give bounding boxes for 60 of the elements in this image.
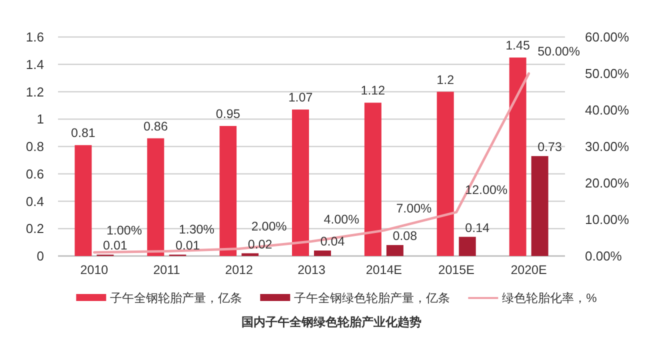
bar [74,145,92,256]
data-label: 1.30% [178,222,214,236]
data-label: 0.95 [216,106,240,121]
data-label: 0.04 [320,234,345,249]
y2-tick-label: 0.00% [585,248,622,264]
data-label: 4.00% [324,212,360,226]
x-tick-label: 2012 [225,263,254,277]
data-label: 7.00% [396,201,432,216]
bar [436,92,454,256]
y-tick-label: 0.2 [26,221,44,236]
y2-tick-label: 40.00% [585,102,630,118]
bar [364,102,382,256]
legend-label: 子午全钢绿色轮胎产量，亿条 [294,291,450,305]
data-label: 0.02 [248,237,272,252]
data-label: 0.01 [175,238,200,253]
y2-tick-label: 20.00% [585,176,630,190]
y-tick-label: 1.4 [26,56,44,72]
y-tick-label: 0.6 [26,166,44,182]
data-label: 2.00% [251,220,287,234]
bar [147,138,164,256]
bar [314,250,331,256]
data-label: 12.00% [465,183,508,198]
data-label: 1.07 [288,90,313,105]
text: 国内子午全钢绿色轮胎产业化趋势 [242,315,422,329]
legend-label: 子午全钢轮胎产量，亿条 [110,291,242,305]
data-label: 50.00% [538,44,580,58]
y2-tick-label: 50.00% [585,66,630,81]
data-label: 0.01 [103,238,128,253]
y-tick-label: 1.6 [26,30,44,44]
y-tick-label: 0.4 [26,194,44,209]
data-label: 0.14 [465,220,490,235]
data-label: 1.2 [436,72,454,87]
data-label: 1.45 [506,38,530,53]
y-tick-label: 0 [36,248,44,264]
x-tick-label: 2015E [438,263,474,277]
x-tick-label: 2020E [510,263,547,277]
y-tick-label: 1.2 [26,84,44,100]
y2-tick-label: 10.00% [585,212,630,227]
bar [220,126,237,256]
data-label: 0.73 [538,140,562,154]
data-label: 1.12 [360,84,386,98]
y2-tick-label: 60.00% [585,30,630,44]
x-tick-label: 2014E [366,263,402,277]
bar [292,110,309,256]
data-label: 0.81 [71,126,96,140]
x-tick-label: 2010 [80,263,108,277]
bar [531,156,548,256]
bar [386,245,404,256]
x-tick-label: 2013 [298,263,326,277]
y2-tick-label: 30.00% [585,139,630,154]
bar [458,236,476,256]
data-label: 0.86 [143,119,168,134]
data-label: 1.00% [106,223,142,238]
legend-label: 绿色轮胎化率，% [502,291,598,305]
x-tick-label: 2011 [153,263,180,277]
bar [509,58,526,256]
bar [242,253,259,256]
y-tick-label: 0.8 [26,139,44,154]
y-tick-label: 1 [36,112,44,127]
data-label: 0.08 [392,229,418,244]
